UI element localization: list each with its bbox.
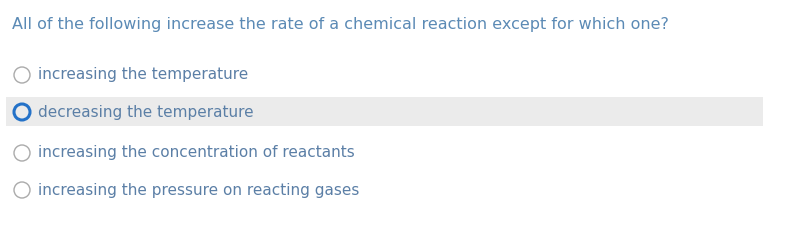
Text: decreasing the temperature: decreasing the temperature [38, 105, 254, 120]
Text: All of the following increase the rate of a chemical reaction except for which o: All of the following increase the rate o… [12, 17, 669, 32]
Text: increasing the concentration of reactants: increasing the concentration of reactant… [38, 145, 355, 161]
FancyBboxPatch shape [6, 97, 763, 126]
Text: increasing the temperature: increasing the temperature [38, 67, 248, 82]
Text: increasing the pressure on reacting gases: increasing the pressure on reacting gase… [38, 183, 359, 197]
